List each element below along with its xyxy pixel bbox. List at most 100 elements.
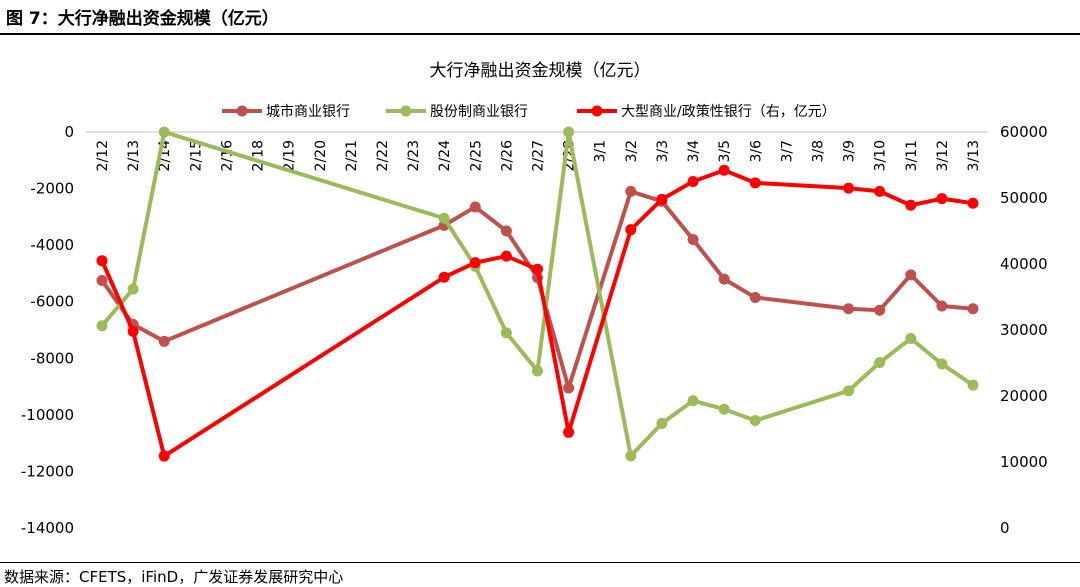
data-point <box>874 185 886 197</box>
data-point <box>500 250 512 262</box>
source-note: 数据来源：CFETS，iFinD，广发证券发展研究中心 <box>4 568 344 586</box>
data-point <box>563 426 575 438</box>
x-tick-label: 2/19 <box>282 140 298 171</box>
x-tick-label: 3/12 <box>935 140 951 171</box>
x-tick-label: 3/6 <box>748 140 764 163</box>
data-point <box>469 201 481 213</box>
x-tick-label: 3/8 <box>810 140 826 163</box>
right-tick-label: 30000 <box>1000 321 1048 339</box>
right-tick-label: 40000 <box>1000 255 1048 273</box>
data-point <box>843 385 855 397</box>
data-point <box>905 332 917 344</box>
series-line <box>100 189 974 390</box>
chart-title: 大行净融出资金规模（亿元） <box>430 61 651 81</box>
x-tick-label: 2/21 <box>344 140 360 171</box>
left-tick-label: 0 <box>64 123 74 141</box>
data-point <box>158 450 170 462</box>
data-point <box>532 263 543 275</box>
data-point <box>656 417 668 429</box>
data-point <box>438 271 450 283</box>
series-group <box>96 126 979 462</box>
right-tick-label: 50000 <box>1000 189 1048 207</box>
data-point <box>874 304 886 316</box>
data-point <box>936 358 948 370</box>
data-point <box>749 177 761 189</box>
legend-label: 城市商业银行 <box>266 103 350 120</box>
plot-area: 0 -2000 -4000 -6000 -8000 -10000 -12000 -14000 6… <box>21 123 1048 537</box>
data-point <box>563 126 575 138</box>
data-point <box>625 450 637 462</box>
x-tick-label: 3/1 <box>593 140 609 163</box>
x-tick-label: 2/23 <box>406 140 422 171</box>
x-tick-label: 3/11 <box>904 140 920 171</box>
x-tick-label: 2/15 <box>188 140 204 171</box>
x-tick-label: 2/18 <box>251 140 267 171</box>
series-line <box>100 168 974 459</box>
legend-swatch-marker <box>591 105 603 117</box>
data-point <box>874 357 886 369</box>
x-tick-label: 3/5 <box>717 140 733 163</box>
legend-label: 大型商业/政策性银行（右，亿元） <box>621 103 836 120</box>
data-point <box>718 403 730 415</box>
x-tick-label: 2/26 <box>499 140 515 172</box>
x-tick-label: 2/20 <box>313 140 329 171</box>
data-point <box>843 303 855 315</box>
data-point <box>687 395 699 407</box>
right-tick-label: 60000 <box>1000 123 1048 141</box>
data-point <box>905 269 917 281</box>
x-tick-label: 3/2 <box>624 140 640 163</box>
figure-title: 图 7：大行净融出资金规模（亿元） <box>6 9 279 29</box>
top-rule <box>0 33 1080 35</box>
x-tick-label: 2/27 <box>531 140 547 171</box>
data-point <box>127 283 139 295</box>
data-point <box>438 212 450 224</box>
data-point <box>749 291 761 303</box>
x-tick-label: 3/4 <box>686 140 702 163</box>
right-tick-label: 20000 <box>1000 387 1048 405</box>
data-point <box>718 164 730 176</box>
data-point <box>158 126 170 138</box>
right-tick-label: 10000 <box>1000 453 1048 471</box>
left-tick-label: -14000 <box>21 519 74 537</box>
x-tick-label: 3/13 <box>966 140 982 171</box>
data-point <box>967 197 979 209</box>
x-tick-label: 2/12 <box>95 140 111 171</box>
data-point <box>469 257 481 269</box>
left-tick-label: -4000 <box>30 236 74 254</box>
data-point <box>625 224 637 236</box>
left-tick-label: -2000 <box>30 180 74 198</box>
right-tick-label: 0 <box>1000 519 1010 537</box>
legend: 城市商业银行 股份制商业银行 大型商业/政策性银行（右，亿元） <box>222 103 836 120</box>
x-tick-label: 3/9 <box>842 140 858 163</box>
data-point <box>749 415 761 427</box>
x-tick-label: 3/7 <box>779 140 795 163</box>
data-point <box>687 233 699 245</box>
series-line <box>100 130 975 458</box>
data-point <box>96 275 108 286</box>
data-point <box>158 335 170 347</box>
data-point <box>905 199 917 211</box>
x-tick-label: 2/22 <box>375 140 391 171</box>
left-tick-label: -8000 <box>30 349 74 367</box>
data-point <box>500 225 512 237</box>
data-point <box>936 193 948 205</box>
data-point <box>96 255 108 267</box>
data-point <box>843 182 855 194</box>
x-tick-label: 2/16 <box>219 140 235 172</box>
data-point <box>532 365 543 377</box>
legend-swatch-marker <box>400 105 412 117</box>
legend-label: 股份制商业银行 <box>430 104 528 120</box>
x-tick-label: 3/10 <box>873 140 889 171</box>
data-point <box>625 185 637 197</box>
chart: 大行净融出资金规模（亿元） 城市商业银行 股份制商业银行 大型商业/政策性银行（右，… <box>21 61 1048 537</box>
data-point <box>687 176 699 187</box>
data-point <box>563 382 575 394</box>
legend-swatch-marker <box>236 105 248 117</box>
left-tick-label: -6000 <box>30 293 74 311</box>
left-tick-label: -10000 <box>21 406 74 424</box>
data-point <box>718 273 730 285</box>
bottom-rule <box>0 562 1080 563</box>
x-tick-label: 2/24 <box>437 140 453 172</box>
data-point <box>127 325 139 337</box>
data-point <box>967 379 979 391</box>
